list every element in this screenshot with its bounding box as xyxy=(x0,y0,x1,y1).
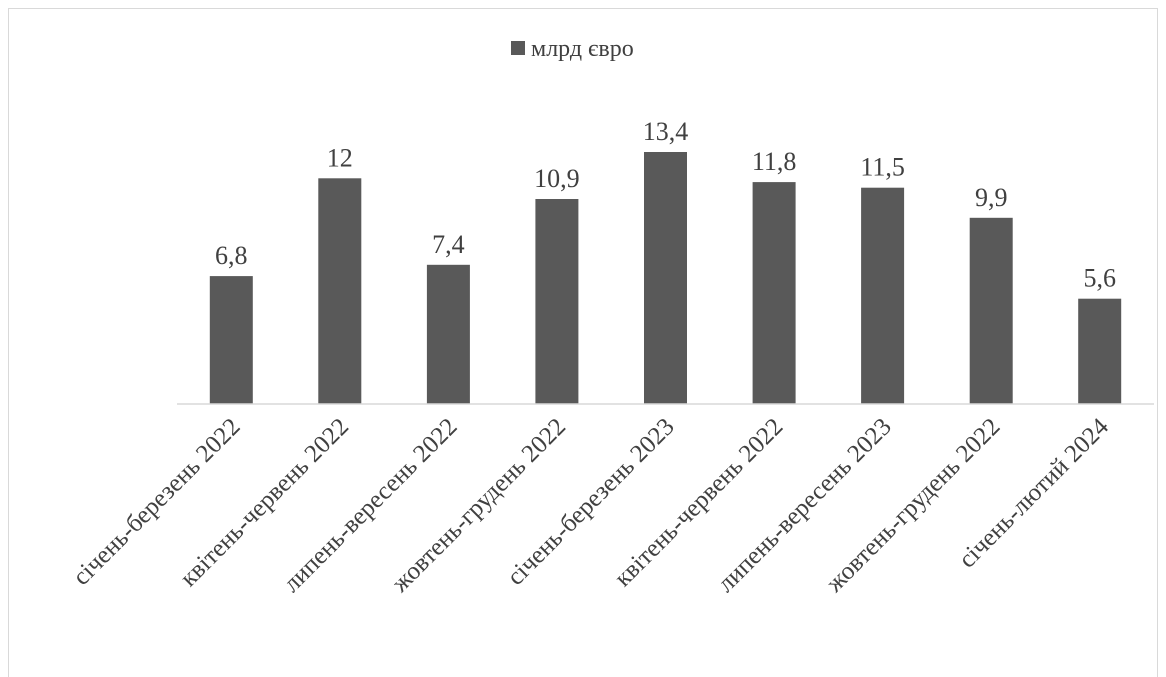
data-label: 7,4 xyxy=(432,230,465,259)
legend-label: млрд євро xyxy=(531,36,634,62)
bar xyxy=(752,182,796,404)
x-tick-label: липень-вересень 2023 xyxy=(712,413,897,598)
data-label: 11,5 xyxy=(860,153,905,182)
data-label: 10,9 xyxy=(534,164,580,193)
bar xyxy=(969,217,1013,404)
data-label: 13,4 xyxy=(643,117,689,146)
chart-frame xyxy=(8,8,1158,677)
x-tick-label: жовтень-грудень 2022 xyxy=(386,413,571,598)
bars-group xyxy=(209,152,1122,404)
bar xyxy=(209,276,253,404)
x-tick-label: липень-вересень 2022 xyxy=(278,413,463,598)
bar xyxy=(861,187,905,404)
value-labels-group: 6,8 12 7,4 10,9 13,4 11,8 11,5 9,9 5,6 xyxy=(215,117,1116,293)
bar xyxy=(318,178,362,404)
x-tick-label: жовтень-грудень 2022 xyxy=(820,413,1005,598)
bar xyxy=(644,152,687,404)
data-label: 5,6 xyxy=(1083,264,1116,293)
legend-swatch xyxy=(511,41,525,55)
bar xyxy=(426,264,470,404)
data-label: 12 xyxy=(327,143,353,172)
data-label: 6,8 xyxy=(215,241,248,270)
data-label: 11,8 xyxy=(752,147,797,176)
data-label: 9,9 xyxy=(975,183,1008,212)
bar xyxy=(1078,298,1122,404)
bar xyxy=(535,199,579,404)
legend: млрд євро xyxy=(511,36,634,62)
